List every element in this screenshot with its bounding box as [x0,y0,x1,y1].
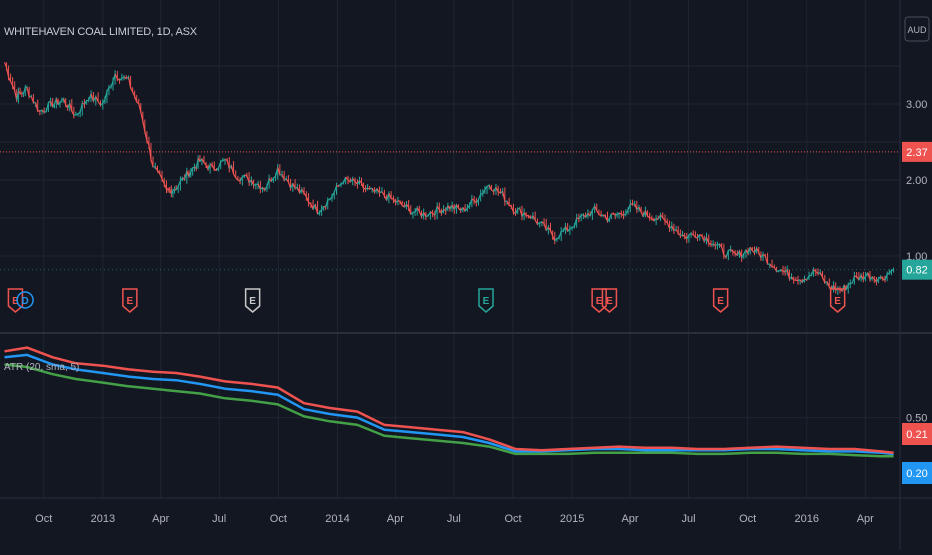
price-segment [254,185,256,186]
horizontal-line-label: 2.37 [906,147,927,159]
earnings-badge[interactable]: E [714,289,728,312]
atr-last-value-label: 0.20 [906,468,927,480]
last-price-label: 0.82 [906,265,927,277]
x-tick-label: 2015 [560,513,584,525]
price-segment [364,188,366,189]
earnings-badge[interactable]: E [246,289,260,312]
price-segment [796,280,798,281]
x-tick-label: Oct [504,513,521,525]
price-segment [615,215,617,216]
price-segment [680,235,682,236]
x-tick-label: Apr [387,513,404,525]
event-badge-label: E [127,296,134,307]
price-segment [650,218,652,219]
x-tick-label: Apr [621,513,638,525]
x-tick-label: Apr [857,513,874,525]
atr-last-value-label: 0.21 [906,429,927,441]
x-tick-label: Oct [35,513,52,525]
price-segment [223,160,225,161]
earnings-badge[interactable]: E [123,289,137,312]
price-segment [713,244,715,245]
price-segment [728,250,730,251]
atr-series-line [5,348,894,453]
y-tick-label: 2.00 [906,175,927,187]
earnings-badge[interactable]: E [8,289,22,312]
x-tick-label: Oct [270,513,287,525]
x-tick-label: Jul [447,513,461,525]
indicator-title: ATR (20, sma, 5) [4,362,79,373]
x-tick-label: Oct [739,513,756,525]
price-segment [173,190,175,191]
y-tick-label: 3.00 [906,99,927,111]
chart-title: WHITEHAVEN COAL LIMITED, 1D, ASX [4,26,197,38]
currency-label: AUD [907,25,927,35]
event-badge-label: E [834,296,841,307]
event-badge-label: D [21,296,28,307]
x-tick-label: Jul [681,513,695,525]
event-badge-label: E [717,296,724,307]
event-badge-label: E [606,296,613,307]
price-segment [777,271,779,272]
price-segment [225,160,227,161]
price-segment [601,215,603,216]
x-tick-label: Apr [152,513,169,525]
price-segment [40,110,42,111]
earnings-badge[interactable]: E [479,289,493,312]
price-segment [619,213,621,214]
price-segment [245,175,247,176]
dividend-badge[interactable]: D [17,292,33,308]
x-tick-label: 2014 [325,513,349,525]
atr-y-tick-label: 0.50 [906,413,927,425]
price-segment [557,238,559,239]
price-segment [426,216,428,217]
x-tick-label: Jul [212,513,226,525]
price-segment [366,188,368,189]
earnings-badge[interactable]: E [602,289,616,312]
x-tick-label: 2016 [795,513,819,525]
event-badge-label: E [483,296,490,307]
event-badge-label: E [249,296,256,307]
price-segment [691,234,693,235]
earnings-badge[interactable]: E [592,289,606,312]
price-segment [87,100,89,101]
x-tick-label: 2013 [91,513,115,525]
